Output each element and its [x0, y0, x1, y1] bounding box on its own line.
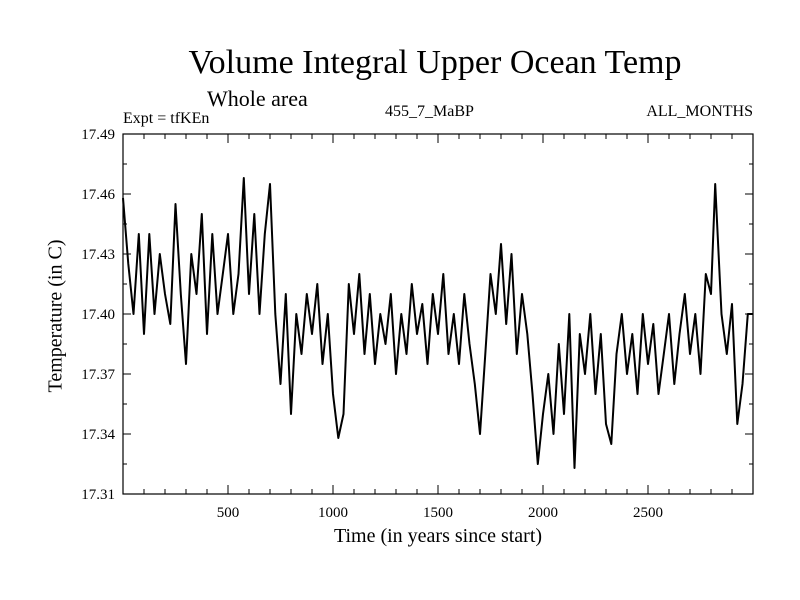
x-tick-label: 2000: [528, 505, 558, 521]
y-tick-label: 17.46: [81, 187, 115, 203]
x-axis-label: Time (in years since start): [333, 525, 543, 547]
temperature-series-line: [122, 177, 753, 469]
y-tick-label: 17.40: [81, 307, 115, 323]
chart-title: Volume Integral Upper Ocean Temp: [188, 44, 682, 81]
run-id-label: 455_7_MaBP: [385, 103, 474, 120]
x-axis: 500 1000 1500 2000 2500: [143, 134, 733, 521]
chart-subtitle: Whole area: [207, 86, 308, 111]
experiment-label: Expt = tfKEn: [123, 110, 210, 127]
x-tick-label: 2500: [633, 505, 663, 521]
y-tick-label: 17.31: [81, 487, 115, 503]
y-axis-label: Temperature (in C): [44, 239, 67, 393]
x-tick-label: 1000: [318, 505, 348, 521]
y-tick-label: 17.43: [81, 247, 115, 263]
x-tick-label: 1500: [423, 505, 453, 521]
y-tick-label: 17.49: [81, 127, 115, 143]
months-label: ALL_MONTHS: [646, 103, 753, 120]
y-axis: 17.31 17.34 17.37 17.40 17.43 17.46 17.49: [81, 127, 753, 503]
x-tick-label: 500: [217, 505, 240, 521]
y-tick-label: 17.37: [81, 367, 115, 383]
y-tick-label: 17.34: [81, 427, 115, 443]
